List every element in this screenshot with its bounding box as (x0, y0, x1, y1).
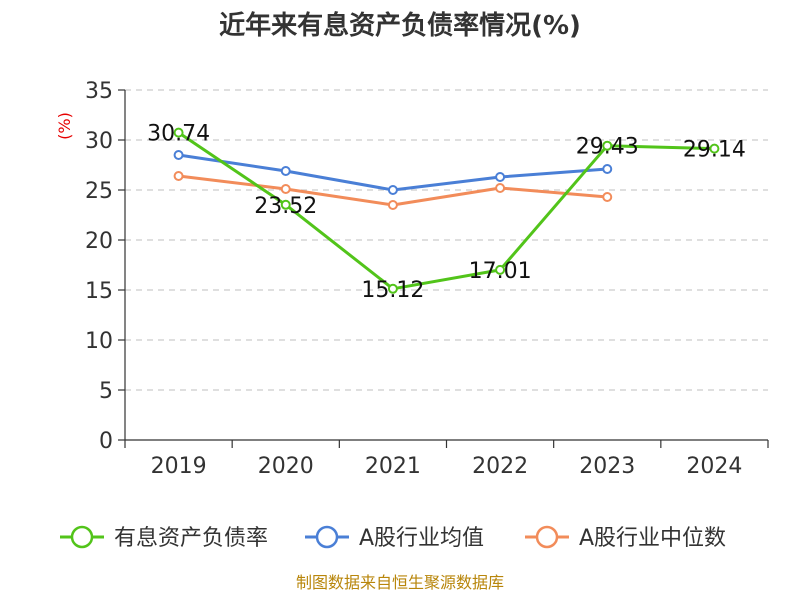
data-point (495, 183, 506, 193)
axes: 0 5 10 15 20 25 30 35 2019 2020 2021 2022 2023 2024 (85, 79, 769, 479)
data-labels: 30.74 23.52 15.12 17.01 29.43 29.14 (147, 122, 746, 303)
data-point (495, 264, 506, 275)
y-tick-label: 5 (99, 379, 113, 404)
source-footer: 制图数据来自恒生聚源数据库 (296, 573, 504, 592)
data-label: 15.12 (361, 278, 424, 303)
x-tick-label: 2024 (686, 454, 742, 479)
y-axis-unit-label: (%) (55, 112, 74, 140)
data-point (280, 166, 291, 176)
data-point (280, 184, 291, 194)
chart-title: 近年来有息资产负债率情况(%) (219, 10, 581, 41)
legend-item-0: 有息资产负债率 (60, 525, 268, 551)
data-point (602, 140, 613, 151)
data-point (387, 283, 398, 294)
y-tick-label: 10 (85, 329, 113, 354)
series-1 (173, 150, 613, 195)
legend-marker-swatch (535, 525, 559, 549)
series-lines (173, 127, 720, 294)
data-point (280, 199, 291, 210)
legend: 有息资产负债率 A股行业均值 A股行业中位数 (60, 525, 726, 551)
y-tick-label: 20 (85, 229, 113, 254)
data-point (387, 185, 398, 195)
data-label: 23.52 (254, 194, 317, 219)
series-line (177, 131, 715, 291)
y-tick-label: 30 (85, 129, 113, 154)
y-tick-label: 0 (99, 429, 113, 454)
data-point (602, 192, 613, 202)
y-tick-label: 15 (85, 279, 113, 304)
x-tick-label: 2022 (472, 454, 528, 479)
y-tick-label: 25 (85, 179, 113, 204)
data-label: 17.01 (469, 259, 532, 284)
data-label: 29.43 (576, 135, 639, 160)
y-tick-label: 35 (85, 79, 113, 104)
legend-label: 有息资产负债率 (114, 526, 268, 551)
legend-label: A股行业均值 (359, 526, 484, 551)
series-0 (173, 127, 720, 294)
data-point (173, 171, 184, 181)
data-point (387, 200, 398, 210)
x-tick-label: 2021 (365, 454, 421, 479)
legend-marker-swatch (70, 525, 94, 549)
legend-item-2: A股行业中位数 (525, 525, 726, 551)
data-point (602, 164, 613, 174)
data-point (173, 127, 184, 138)
data-point (709, 143, 720, 154)
series-2 (173, 171, 613, 210)
data-label: 30.74 (147, 122, 210, 147)
data-point (495, 172, 506, 182)
legend-marker-swatch (315, 525, 339, 549)
x-tick-label: 2023 (579, 454, 635, 479)
grid-lines (125, 89, 768, 391)
x-tick-label: 2020 (258, 454, 314, 479)
legend-label: A股行业中位数 (579, 526, 726, 551)
legend-item-1: A股行业均值 (305, 525, 484, 551)
data-point (173, 150, 184, 160)
x-tick-label: 2019 (151, 454, 207, 479)
data-label: 29.14 (683, 138, 746, 163)
